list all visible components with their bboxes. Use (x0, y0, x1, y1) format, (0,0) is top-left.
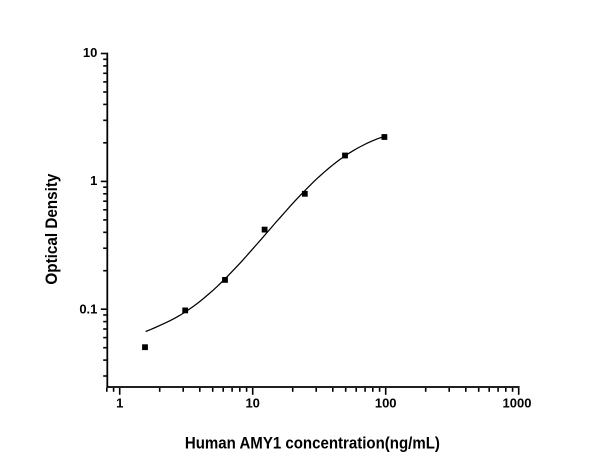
svg-text:Human AMY1 concentration(ng/mL: Human AMY1 concentration(ng/mL) (185, 433, 440, 452)
svg-text:10: 10 (245, 396, 259, 411)
svg-text:1: 1 (116, 396, 123, 411)
svg-text:100: 100 (375, 396, 397, 411)
svg-text:Optical Density: Optical Density (42, 173, 61, 284)
svg-text:10: 10 (83, 45, 97, 60)
svg-text:0.1: 0.1 (79, 302, 97, 317)
svg-text:1000: 1000 (503, 396, 532, 411)
svg-text:1: 1 (90, 173, 97, 188)
